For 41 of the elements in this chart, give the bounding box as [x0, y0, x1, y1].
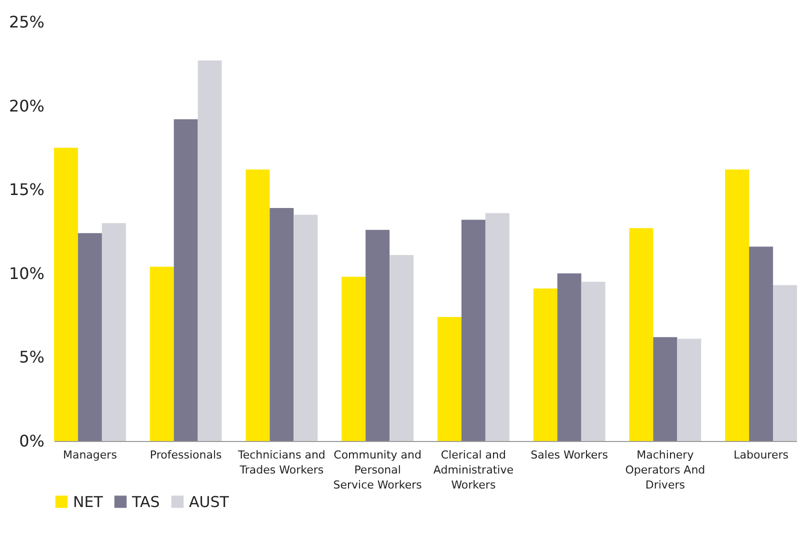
bar	[461, 220, 486, 441]
bar	[246, 169, 270, 441]
y-tick-label: 15%	[8, 180, 44, 200]
y-tick-label: 20%	[8, 96, 44, 116]
bar	[653, 337, 678, 441]
bar	[629, 228, 654, 441]
bar	[78, 233, 102, 441]
y-tick-label: 5%	[19, 348, 44, 367]
bar	[773, 285, 797, 441]
y-tick-label: 10%	[8, 264, 44, 283]
bar	[533, 288, 558, 441]
x-tick-label: Machinery Operators And Drivers	[625, 448, 706, 492]
bar	[102, 223, 126, 441]
bar	[54, 148, 78, 441]
bar	[749, 246, 774, 441]
bar	[581, 282, 606, 441]
x-tick-label: Community and Personal Service Workers	[333, 448, 422, 492]
bar	[198, 60, 222, 441]
bar	[437, 316, 462, 441]
legend-label: TAS	[131, 492, 160, 511]
x-tick-label: Sales Workers	[530, 448, 608, 462]
bar	[366, 230, 390, 441]
x-tick-label: Technicians and Trades Workers	[236, 448, 326, 476]
bar	[485, 213, 510, 441]
legend-label: NET	[73, 492, 104, 511]
bar	[150, 266, 174, 441]
legend-label: AUST	[189, 492, 230, 511]
bar	[677, 338, 702, 441]
x-tick-label: Clerical and Administrative Workers	[433, 448, 514, 492]
x-tick-label: Labourers	[734, 448, 789, 462]
bar	[270, 208, 294, 441]
bar	[342, 276, 366, 441]
y-tick-label: 25%	[8, 12, 44, 32]
bar	[174, 119, 198, 441]
bar	[294, 214, 318, 441]
bar	[390, 254, 414, 441]
y-tick-label: 0%	[19, 432, 44, 450]
bar	[725, 169, 750, 441]
x-tick-label: Managers	[62, 448, 118, 462]
x-tick-label: Professionals	[150, 448, 222, 462]
bar	[557, 273, 582, 441]
